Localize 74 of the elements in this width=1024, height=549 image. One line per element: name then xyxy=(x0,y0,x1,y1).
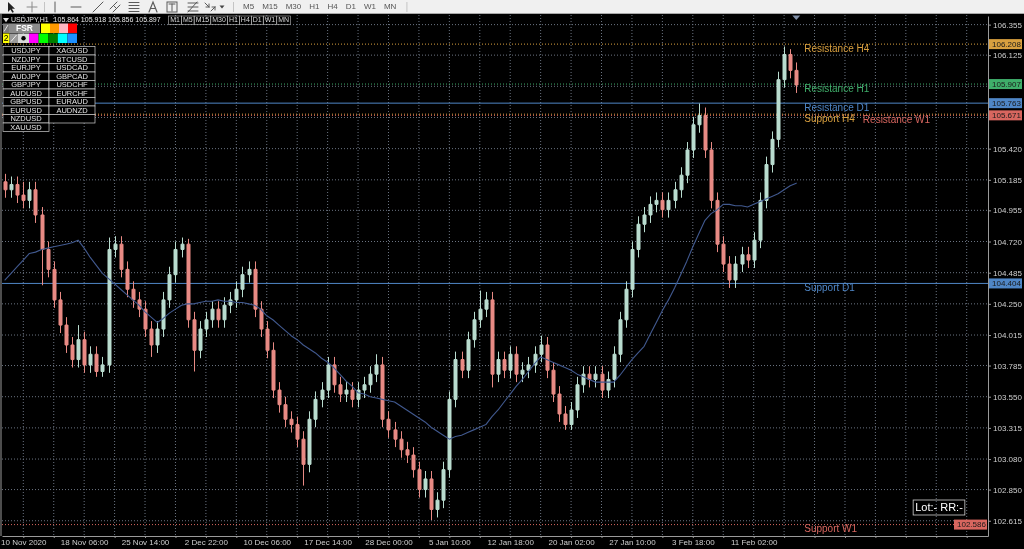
candlestick xyxy=(593,365,598,388)
y-tick-label: 106.125 xyxy=(993,51,1023,61)
ref-line-label: Support H4 xyxy=(804,112,856,124)
candlestick xyxy=(740,246,745,273)
candlestick xyxy=(514,345,519,383)
candlestick xyxy=(180,237,185,258)
y-tick-label: 105.185 xyxy=(993,175,1023,185)
candlestick xyxy=(666,191,671,219)
y-tick-label: 105.420 xyxy=(993,144,1023,154)
candlestick xyxy=(94,345,99,378)
annotation: FSR xyxy=(16,22,33,33)
x-tick-label: 27 Jan 10:00 xyxy=(609,537,657,547)
text: H4 xyxy=(327,2,339,12)
x-tick-label: 5 Jan 10:00 xyxy=(428,537,472,547)
candlestick xyxy=(76,324,81,369)
y-tick-label: 102.615 xyxy=(993,516,1023,526)
ref-line-label: Resistance D1 xyxy=(804,101,870,113)
text: W1 xyxy=(363,2,377,12)
y-tick-label: 104.485 xyxy=(993,268,1023,278)
x-tick-label: 18 Nov 06:00 xyxy=(60,537,110,547)
y-tick-label: 104.955 xyxy=(993,206,1023,216)
text: MN xyxy=(383,2,397,12)
y-tick-label: 103.550 xyxy=(993,392,1023,402)
line-series xyxy=(4,182,797,440)
candlestick xyxy=(216,300,221,329)
y-tick-label: 106.355 xyxy=(993,20,1023,30)
candlestick xyxy=(429,470,434,521)
x-tick-label: 17 Dec 14:00 xyxy=(304,537,353,547)
x-tick-label: 28 Dec 00:00 xyxy=(365,537,414,547)
y-tick-label: 103.080 xyxy=(993,455,1023,465)
candlestick xyxy=(82,331,87,374)
candlestick xyxy=(508,345,513,379)
ref-line-label: Support W1 xyxy=(804,523,858,535)
candlestick xyxy=(496,351,501,383)
candlestick xyxy=(3,173,8,199)
ref-line-label: Support D1 xyxy=(804,282,856,294)
candlestick xyxy=(460,351,465,379)
candlestick xyxy=(746,246,751,269)
candlestick xyxy=(600,365,605,399)
candlestick xyxy=(490,291,495,388)
text: H1 xyxy=(309,2,321,12)
y-tick-label: 102.850 xyxy=(993,485,1023,495)
candlestick xyxy=(423,470,428,499)
candlestick xyxy=(733,255,738,289)
candlestick xyxy=(27,181,32,209)
x-tick-label: 2 Dec 22:00 xyxy=(184,537,229,547)
candlestick xyxy=(502,351,507,379)
y-tick-label: 103.315 xyxy=(993,423,1023,433)
candlestick xyxy=(350,381,355,408)
x-tick-label: 10 Dec 06:00 xyxy=(243,537,292,547)
ref-line-label: Resistance W1 xyxy=(862,114,931,125)
candlestick xyxy=(33,181,38,224)
y-tick-label: 103.785 xyxy=(993,361,1023,371)
y-tick-label: 104.720 xyxy=(993,237,1023,247)
x-tick-label: 20 Jan 02:00 xyxy=(548,537,596,547)
x-tick-label: 12 Jan 18:00 xyxy=(487,537,535,547)
x-tick-label: 11 Feb 02:00 xyxy=(730,537,778,547)
candlestick xyxy=(88,345,93,374)
text: D1 xyxy=(345,2,357,12)
text: M30 xyxy=(285,2,302,12)
candlestick xyxy=(344,381,349,403)
ref-line-label: Resistance H4 xyxy=(804,42,870,54)
x-tick-label: 10 Nov 2020 xyxy=(1,537,48,547)
ref-line-label: Resistance H1 xyxy=(804,82,870,94)
x-tick-label: 3 Feb 18:00 xyxy=(671,537,716,547)
y-tick-label: 104.250 xyxy=(993,299,1023,309)
text: M5 xyxy=(243,2,255,12)
candlestick xyxy=(660,191,665,219)
candlestick xyxy=(247,260,252,284)
text: M15 xyxy=(262,2,279,12)
candlestick xyxy=(9,176,14,199)
y-tick-label: 104.015 xyxy=(993,331,1023,341)
x-tick-label: 25 Nov 14:00 xyxy=(121,537,170,547)
candlestick xyxy=(100,356,105,378)
